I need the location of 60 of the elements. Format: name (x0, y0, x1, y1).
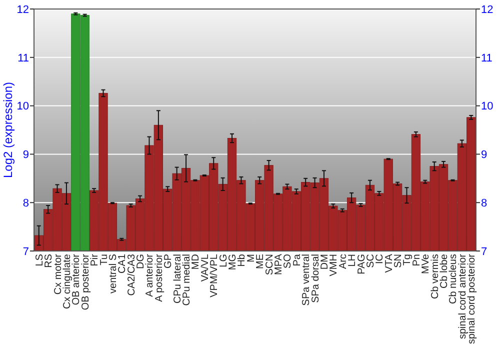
x-tick-label: Cx motor (52, 253, 64, 295)
y-axis-title: Log2 (expression) (1, 82, 15, 178)
x-tick-label: VTA (384, 254, 395, 273)
x-tick-label: SPa ventral (301, 254, 312, 306)
x-tick-label: Hb (236, 254, 248, 267)
y2-tick-label: 10 (481, 100, 494, 113)
x-tick-label: LS (34, 254, 46, 266)
y2-tick-label: 7 (481, 246, 488, 258)
x-tick-label: IC (374, 254, 386, 264)
x-tick-label: CA2/CA3 (126, 254, 138, 296)
x-tick-label: A posterior (154, 253, 165, 302)
x-tick-label: MVe (420, 254, 432, 274)
x-tick-label: spinal cord anterior (457, 253, 468, 340)
y-tick-label: 7 (22, 246, 29, 258)
y-tick-label: 10 (16, 100, 29, 113)
x-tick-label: MD (190, 254, 202, 270)
x-tick-label: ventral S (108, 254, 119, 294)
x-tick-label: LH (347, 254, 358, 267)
y2-tick-label: 9 (481, 149, 488, 162)
y2-tick-label: 8 (481, 197, 488, 210)
x-tick-label: RS (44, 254, 55, 268)
x-tick-label: Arc (338, 254, 349, 269)
y-tick-label: 12 (16, 4, 29, 16)
x-tick-label: M (246, 254, 257, 262)
y-tick-label: 8 (22, 197, 29, 210)
x-tick-label: CPu lateral (172, 254, 184, 304)
x-tick-label: SN (393, 254, 404, 268)
x-tick-label: Tu (98, 254, 110, 266)
x-tick-label: spinal cord posterior (466, 253, 478, 344)
x-tick-label: VPM/VPL (209, 254, 220, 298)
x-tick-label: VA/VL (200, 254, 211, 282)
y-tick-label: 9 (22, 149, 29, 162)
x-tick-label: SO (282, 254, 294, 268)
x-tick-label: ME (255, 254, 266, 269)
x-tick-label: OB posterior (80, 253, 92, 310)
y2-tick-label: 12 (481, 4, 494, 16)
x-tick-label: Cb lobe (439, 254, 450, 288)
x-tick-label: Tg (402, 254, 414, 266)
x-tick-label: OB anterior (71, 253, 82, 306)
x-tick-label: Pir (90, 253, 101, 266)
x-tick-label: Cx cingulate (62, 254, 73, 310)
x-tick-label: DG (136, 254, 147, 269)
x-tick-label: A anterior (144, 253, 156, 297)
x-tick-label: DM (319, 254, 330, 270)
x-tick-label: CPu medial (182, 254, 193, 306)
x-tick-label: VMH (328, 254, 340, 276)
x-tick-label: SC (365, 254, 376, 268)
y-tick-label: 11 (18, 52, 29, 64)
x-tick-label: PAG (356, 254, 368, 274)
x-tick-label: Cb nucleus (448, 254, 460, 304)
x-tick-label: SPa dorsal (310, 254, 322, 303)
x-tick-label: Pn (411, 254, 422, 266)
x-tick-label: GP (163, 254, 174, 268)
x-tick-label: Cb vermis (430, 254, 441, 300)
x-tick-label: LG (218, 254, 230, 268)
y2-tick-label: 11 (481, 52, 492, 64)
x-tick-label: MPA (273, 254, 284, 275)
x-tick-label: CA1 (117, 254, 128, 274)
x-tick-label: Pa (292, 254, 303, 266)
x-tick-label: SCN (264, 254, 276, 276)
